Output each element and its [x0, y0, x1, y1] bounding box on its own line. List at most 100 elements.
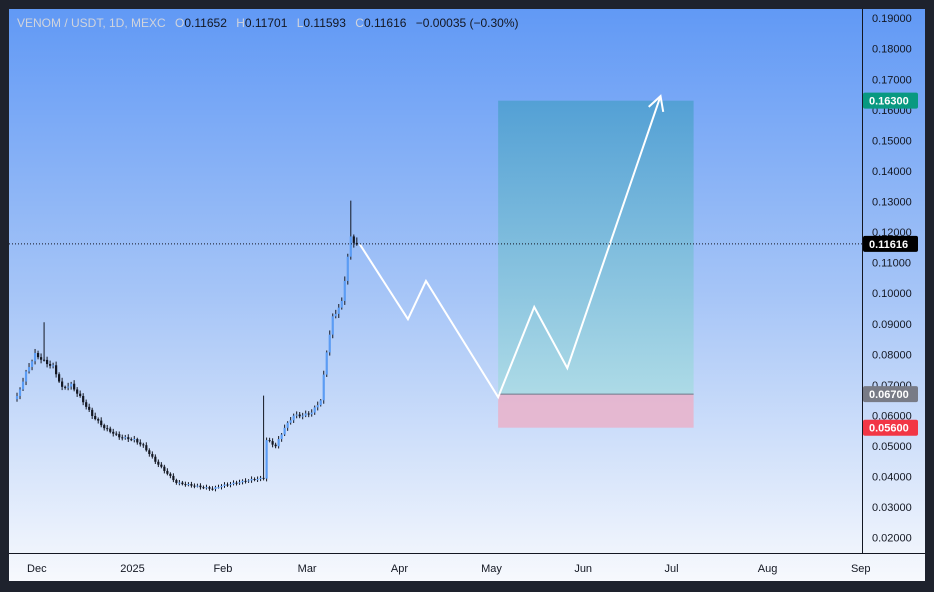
- y-tick-label: 0.09000: [872, 319, 912, 331]
- y-tick-label: 0.17000: [872, 74, 912, 86]
- stop-badge: [863, 419, 918, 436]
- candle-body: [235, 482, 238, 484]
- y-tick-label: 0.18000: [872, 44, 912, 56]
- candle-body: [223, 484, 226, 486]
- candle-body: [271, 441, 274, 445]
- candle-body: [349, 236, 352, 257]
- candle-body: [27, 367, 31, 372]
- stop-badge-text: 0.05600: [869, 423, 909, 435]
- candle-body: [166, 470, 169, 474]
- y-tick-label: 0.15000: [872, 135, 912, 147]
- candle-body: [100, 420, 103, 426]
- candle-body: [64, 386, 67, 388]
- x-tick-label: Feb: [213, 563, 232, 575]
- x-tick-label: 2025: [120, 563, 144, 575]
- candle-body: [190, 484, 193, 486]
- candle-body: [24, 371, 28, 382]
- candle-body: [232, 482, 235, 485]
- candle-body: [133, 439, 136, 441]
- candle-body: [154, 456, 157, 462]
- y-tick-label: 0.13000: [872, 197, 912, 209]
- candle-body: [39, 357, 43, 360]
- candle-body: [112, 431, 115, 434]
- candle-body: [280, 434, 283, 440]
- candle-body: [220, 485, 223, 488]
- candle-body: [229, 484, 232, 486]
- candle-body: [42, 359, 46, 361]
- candle-body: [193, 485, 196, 487]
- candle-body: [316, 405, 319, 408]
- x-tick-label: Dec: [27, 563, 47, 575]
- y-tick-label: 0.05000: [872, 441, 912, 453]
- candle-body: [148, 450, 151, 455]
- x-tick-label: Jul: [665, 563, 679, 575]
- candle-body: [211, 488, 214, 490]
- candle-body: [172, 475, 175, 481]
- candle-body: [21, 381, 25, 390]
- candle-body: [88, 406, 91, 410]
- candle-body: [310, 412, 313, 415]
- candle-body: [277, 439, 280, 447]
- candle-body: [181, 482, 184, 485]
- candle-body: [36, 353, 40, 358]
- candle-body: [94, 415, 97, 420]
- candle-body: [178, 482, 181, 484]
- candle-body: [238, 482, 241, 484]
- candle-body: [292, 415, 295, 421]
- candle-body: [301, 415, 304, 417]
- candle-body: [205, 487, 208, 489]
- candle-body: [304, 413, 307, 416]
- candle-body: [340, 300, 343, 308]
- candle-body: [247, 480, 250, 482]
- take-profit-badge: [863, 92, 918, 109]
- stop-zone[interactable]: [498, 394, 694, 428]
- y-tick-label: 0.02000: [872, 533, 912, 545]
- candle-body: [73, 383, 76, 390]
- candle-body: [91, 409, 94, 416]
- take-profit-badge-text: 0.16300: [869, 96, 909, 108]
- x-tick-label: Sep: [851, 563, 871, 575]
- candle-body: [343, 280, 346, 301]
- target-zone[interactable]: [498, 100, 694, 395]
- candle-body: [265, 440, 268, 479]
- candle-body: [151, 454, 154, 457]
- candle-body: [322, 374, 325, 401]
- x-tick-label: Jun: [574, 563, 592, 575]
- y-tick-label: 0.08000: [872, 349, 912, 361]
- candle-body: [262, 477, 265, 479]
- arrow-head: [648, 94, 665, 113]
- candle-body: [139, 442, 142, 445]
- candle-body: [256, 479, 259, 481]
- projected-path[interactable]: [358, 95, 662, 400]
- candle-body: [325, 352, 328, 375]
- candle-body: [142, 444, 145, 446]
- candle-body: [187, 484, 190, 486]
- candle-body: [334, 313, 337, 317]
- candle-body: [244, 480, 247, 482]
- candle-body: [286, 422, 289, 428]
- candle-body: [15, 396, 19, 400]
- low-value: 0.11593: [303, 16, 346, 30]
- x-tick-label: Aug: [758, 563, 778, 575]
- entry-badge-text: 0.06700: [869, 389, 909, 401]
- candle-body: [51, 365, 55, 367]
- x-tick-label: Mar: [298, 563, 317, 575]
- candle-body: [295, 414, 298, 416]
- candle-body: [127, 437, 130, 440]
- candle-body: [82, 396, 85, 403]
- candle-body: [268, 440, 271, 442]
- candle-body: [118, 434, 121, 438]
- candle-body: [115, 433, 118, 435]
- open-value: 0.11652: [184, 16, 227, 30]
- candle-body: [163, 466, 166, 471]
- candle-body: [45, 359, 49, 365]
- candle-body: [33, 353, 37, 362]
- close-value: 0.11616: [364, 16, 407, 30]
- candle-body: [289, 420, 292, 423]
- candle-body: [67, 386, 70, 388]
- last-price-badge-text: 0.11616: [869, 239, 908, 251]
- candle-body: [85, 402, 88, 407]
- candle-body: [136, 439, 139, 443]
